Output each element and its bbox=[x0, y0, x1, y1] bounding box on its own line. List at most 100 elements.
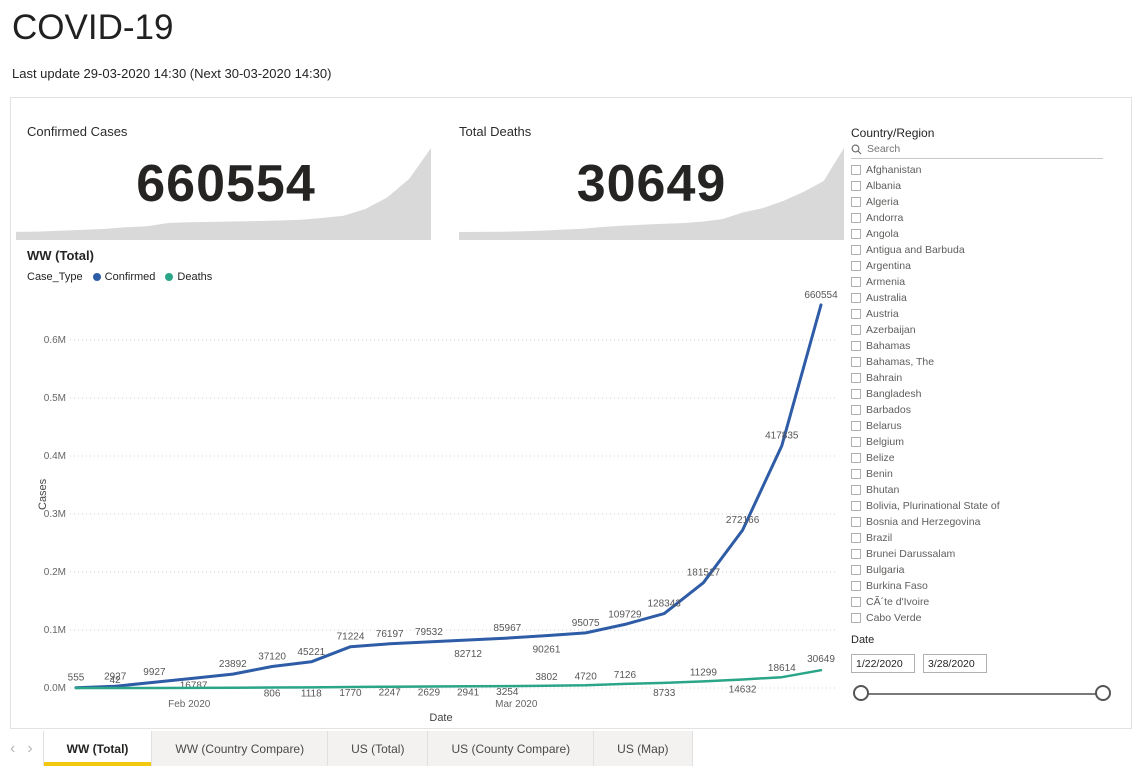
country-checkbox[interactable] bbox=[851, 341, 861, 351]
country-checkbox[interactable] bbox=[851, 565, 861, 575]
country-item[interactable]: Brunei Darussalam bbox=[851, 546, 1117, 562]
country-item[interactable]: Brazil bbox=[851, 530, 1117, 546]
country-checkbox[interactable] bbox=[851, 437, 861, 447]
tabs-container: WW (Total) WW (Country Compare) US (Total)… bbox=[42, 731, 693, 766]
data-label: 3254 bbox=[496, 687, 519, 698]
legend-label-deaths: Deaths bbox=[177, 271, 213, 283]
country-checkbox[interactable] bbox=[851, 405, 861, 415]
country-search-box[interactable] bbox=[851, 143, 1103, 159]
country-checkbox[interactable] bbox=[851, 549, 861, 559]
country-item[interactable]: Angola bbox=[851, 226, 1117, 242]
date-slider-handle-start[interactable] bbox=[853, 685, 869, 701]
country-checkbox[interactable] bbox=[851, 245, 861, 255]
country-search-input[interactable] bbox=[867, 143, 1092, 155]
country-checkbox[interactable] bbox=[851, 485, 861, 495]
tab-label: US (Total) bbox=[351, 741, 405, 756]
country-checkbox[interactable] bbox=[851, 261, 861, 271]
country-label: Azerbaijan bbox=[866, 324, 916, 336]
total-deaths-card-title: Total Deaths bbox=[459, 124, 532, 139]
country-item[interactable]: Albania bbox=[851, 178, 1117, 194]
confirmed-cases-value: 660554 bbox=[136, 155, 316, 213]
tab-ww-total[interactable]: WW (Total) bbox=[42, 731, 153, 766]
country-item[interactable]: Andorra bbox=[851, 210, 1117, 226]
country-checkbox[interactable] bbox=[851, 389, 861, 399]
country-item[interactable]: Australia bbox=[851, 290, 1117, 306]
country-item[interactable]: Algeria bbox=[851, 194, 1117, 210]
country-checkbox[interactable] bbox=[851, 309, 861, 319]
data-label: 2247 bbox=[379, 688, 402, 699]
country-item[interactable]: Belgium bbox=[851, 434, 1117, 450]
country-item[interactable]: Bulgaria bbox=[851, 562, 1117, 578]
country-item[interactable]: Bahrain bbox=[851, 370, 1117, 386]
tab-us-map[interactable]: US (Map) bbox=[594, 731, 693, 766]
country-item[interactable]: Bhutan bbox=[851, 482, 1117, 498]
country-item[interactable]: Bahamas, The bbox=[851, 354, 1117, 370]
date-slider-track[interactable] bbox=[861, 693, 1103, 695]
legend-item-deaths[interactable]: Deaths bbox=[165, 271, 212, 283]
country-checkbox[interactable] bbox=[851, 357, 861, 367]
country-item[interactable]: Bahamas bbox=[851, 338, 1117, 354]
ww-total-line-chart[interactable]: 0.0M 0.1M 0.2M 0.3M 0.4M 0.5M 0.6M Feb 2020 Mar … bbox=[31, 286, 851, 718]
country-item[interactable]: Argentina bbox=[851, 258, 1117, 274]
date-slider-handle-end[interactable] bbox=[1095, 685, 1111, 701]
country-checkbox[interactable] bbox=[851, 517, 861, 527]
country-label: Antigua and Barbuda bbox=[866, 244, 965, 256]
country-checkbox[interactable] bbox=[851, 197, 861, 207]
country-item[interactable]: Bosnia and Herzegovina bbox=[851, 514, 1117, 530]
legend-item-confirmed[interactable]: Confirmed bbox=[92, 271, 155, 283]
y-tick-label: 0.3M bbox=[44, 509, 66, 520]
data-label: 555 bbox=[68, 673, 85, 684]
deaths-series-dot-icon bbox=[165, 273, 174, 281]
country-checkbox[interactable] bbox=[851, 421, 861, 431]
next-tab-arrow-icon[interactable]: › bbox=[27, 739, 33, 757]
country-checkbox[interactable] bbox=[851, 581, 861, 591]
country-checkbox[interactable] bbox=[851, 165, 861, 175]
country-checkbox[interactable] bbox=[851, 213, 861, 223]
country-item[interactable]: Belize bbox=[851, 450, 1117, 466]
country-checkbox[interactable] bbox=[851, 533, 861, 543]
country-checkbox[interactable] bbox=[851, 325, 861, 335]
date-start-input[interactable] bbox=[851, 654, 915, 673]
tab-ww-country-compare[interactable]: WW (Country Compare) bbox=[152, 731, 329, 766]
legend-title: Case_Type bbox=[27, 271, 83, 283]
country-item[interactable]: Belarus bbox=[851, 418, 1117, 434]
country-item[interactable]: Burkina Faso bbox=[851, 578, 1117, 594]
country-item[interactable]: Austria bbox=[851, 306, 1117, 322]
country-checkbox[interactable] bbox=[851, 181, 861, 191]
country-item[interactable]: Armenia bbox=[851, 274, 1117, 290]
data-label: 272166 bbox=[726, 515, 760, 526]
y-tick-label: 0.1M bbox=[44, 625, 66, 636]
country-checkbox[interactable] bbox=[851, 373, 861, 383]
tab-us-total[interactable]: US (Total) bbox=[328, 731, 429, 766]
confirmed-line[interactable] bbox=[74, 303, 823, 690]
country-item[interactable]: CÃ´te d'Ivoire bbox=[851, 594, 1117, 610]
country-item[interactable]: Barbados bbox=[851, 402, 1117, 418]
y-tick-label: 0.0M bbox=[44, 683, 66, 694]
country-item[interactable]: Benin bbox=[851, 466, 1117, 482]
country-checkbox[interactable] bbox=[851, 469, 861, 479]
tab-us-county-compare[interactable]: US (County Compare) bbox=[428, 731, 595, 766]
data-label: 128343 bbox=[648, 599, 682, 610]
country-checkbox[interactable] bbox=[851, 501, 861, 511]
country-checkbox[interactable] bbox=[851, 293, 861, 303]
data-label: 18614 bbox=[768, 663, 796, 674]
country-checkbox[interactable] bbox=[851, 229, 861, 239]
country-item[interactable]: Bangladesh bbox=[851, 386, 1117, 402]
country-item[interactable]: Bolivia, Plurinational State of bbox=[851, 498, 1117, 514]
deaths-line[interactable] bbox=[74, 668, 823, 690]
country-label: Belarus bbox=[866, 420, 902, 432]
country-item[interactable]: Antigua and Barbuda bbox=[851, 242, 1117, 258]
country-item[interactable]: Azerbaijan bbox=[851, 322, 1117, 338]
country-label: CÃ´te d'Ivoire bbox=[866, 596, 930, 608]
date-end-input[interactable] bbox=[923, 654, 987, 673]
prev-tab-arrow-icon[interactable]: ‹ bbox=[10, 739, 16, 757]
country-checkbox[interactable] bbox=[851, 453, 861, 463]
country-checkbox[interactable] bbox=[851, 613, 861, 623]
country-checkbox[interactable] bbox=[851, 277, 861, 287]
country-item[interactable]: Cabo Verde bbox=[851, 610, 1117, 626]
country-checkbox[interactable] bbox=[851, 597, 861, 607]
confirmed-series-dot-icon bbox=[92, 273, 101, 281]
total-deaths-value: 30649 bbox=[576, 155, 727, 213]
country-item[interactable]: Afghanistan bbox=[851, 162, 1117, 178]
data-label: 30649 bbox=[807, 654, 835, 665]
